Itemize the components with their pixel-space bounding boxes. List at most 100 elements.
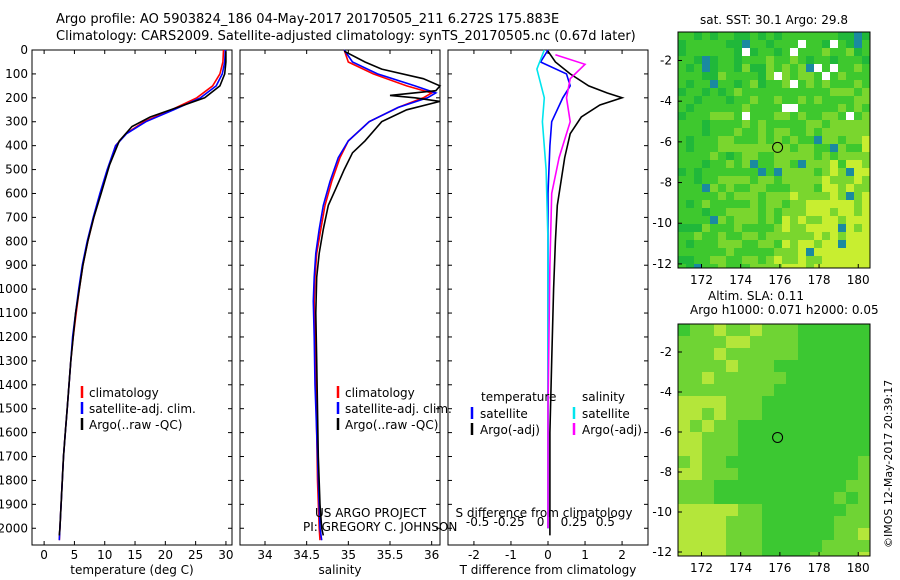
map-cell bbox=[838, 88, 846, 96]
y-tick-label: 2000 bbox=[0, 521, 28, 535]
map-cell bbox=[814, 80, 822, 88]
map-cell bbox=[750, 160, 758, 168]
map-cell bbox=[814, 88, 822, 96]
map-cell bbox=[758, 256, 766, 264]
map-cell bbox=[834, 432, 846, 444]
map-cell bbox=[822, 468, 834, 480]
map-cell bbox=[854, 128, 862, 136]
map-cell bbox=[678, 456, 690, 468]
map-cell bbox=[766, 152, 774, 160]
map-cell bbox=[846, 336, 858, 348]
map-cell bbox=[786, 516, 798, 528]
map-cell bbox=[822, 372, 834, 384]
map-cell bbox=[702, 264, 710, 268]
map-cell bbox=[702, 420, 714, 432]
map-cell bbox=[822, 40, 830, 48]
legend-label: satellite bbox=[582, 407, 630, 421]
map-cell bbox=[782, 168, 790, 176]
map-cell bbox=[846, 432, 858, 444]
map-cell bbox=[822, 72, 830, 80]
map-cell bbox=[738, 336, 750, 348]
map-cell bbox=[702, 408, 714, 420]
map-cell bbox=[766, 136, 774, 144]
map-cell bbox=[822, 552, 834, 556]
map-cell bbox=[742, 88, 750, 96]
map-frame bbox=[677, 323, 871, 557]
map-cell bbox=[810, 468, 822, 480]
map-cell bbox=[702, 96, 710, 104]
map-cell bbox=[782, 264, 790, 268]
map-cell bbox=[766, 248, 774, 256]
map-cell bbox=[838, 104, 846, 112]
map-cell bbox=[798, 348, 810, 360]
map-cell bbox=[862, 144, 870, 152]
map-cell bbox=[798, 240, 806, 248]
map-cell bbox=[814, 64, 822, 72]
map-cell bbox=[686, 200, 694, 208]
map-cell bbox=[862, 208, 870, 216]
map-cell bbox=[734, 144, 742, 152]
map-cell bbox=[694, 112, 702, 120]
map-cell bbox=[774, 256, 782, 264]
map-cell bbox=[686, 256, 694, 264]
argo-position-marker bbox=[772, 141, 784, 153]
map-cell bbox=[814, 104, 822, 112]
map-cell bbox=[762, 456, 774, 468]
map-cell bbox=[678, 492, 690, 504]
map-cell bbox=[822, 80, 830, 88]
map-cell bbox=[758, 32, 766, 40]
x-tick-label: 178 bbox=[808, 273, 831, 287]
map-cell bbox=[718, 224, 726, 232]
map-cell bbox=[686, 264, 694, 268]
map-cell bbox=[726, 184, 734, 192]
map-cell bbox=[734, 88, 742, 96]
map-cell bbox=[766, 176, 774, 184]
map-cell bbox=[686, 168, 694, 176]
map-cell bbox=[774, 40, 782, 48]
map-cell bbox=[774, 112, 782, 120]
map-cell bbox=[858, 384, 870, 396]
map-cell bbox=[766, 144, 774, 152]
map-cell bbox=[762, 432, 774, 444]
map-cell bbox=[806, 224, 814, 232]
map-cell bbox=[862, 216, 870, 224]
map-cell bbox=[814, 240, 822, 248]
y-tick-label: 1300 bbox=[0, 354, 28, 368]
map-cell bbox=[686, 40, 694, 48]
map-cell bbox=[758, 136, 766, 144]
map-cell bbox=[718, 264, 726, 268]
map-cell bbox=[790, 96, 798, 104]
map-cell bbox=[854, 248, 862, 256]
map-cell bbox=[710, 200, 718, 208]
map-cell bbox=[710, 96, 718, 104]
map-cell bbox=[862, 240, 870, 248]
map-cell bbox=[750, 64, 758, 72]
x-tick-label: 174 bbox=[729, 561, 752, 575]
map-cell bbox=[758, 224, 766, 232]
map-cell bbox=[686, 176, 694, 184]
map-cell bbox=[774, 128, 782, 136]
map-cell bbox=[798, 120, 806, 128]
map-cell bbox=[742, 176, 750, 184]
map-cell bbox=[854, 120, 862, 128]
map-cell bbox=[830, 136, 838, 144]
map-cell bbox=[790, 264, 798, 268]
map-cell bbox=[750, 72, 758, 80]
map-cell bbox=[822, 48, 830, 56]
map-cell bbox=[806, 120, 814, 128]
map-cell bbox=[678, 324, 690, 336]
x-tick-label: 10 bbox=[97, 548, 112, 562]
map-cell bbox=[862, 248, 870, 256]
map-cell bbox=[750, 112, 758, 120]
map-cell bbox=[694, 120, 702, 128]
map-cell bbox=[838, 224, 846, 232]
profile-title: Argo profile: AO 5903824_186 04-May-2017… bbox=[56, 12, 560, 27]
map-cell bbox=[846, 80, 854, 88]
map-cell bbox=[678, 336, 690, 348]
map-cell bbox=[846, 528, 858, 540]
map-cell bbox=[742, 192, 750, 200]
map-cell bbox=[790, 152, 798, 160]
x-tick-label: 1 bbox=[581, 548, 589, 562]
map-cell bbox=[694, 208, 702, 216]
map-cell bbox=[862, 136, 870, 144]
